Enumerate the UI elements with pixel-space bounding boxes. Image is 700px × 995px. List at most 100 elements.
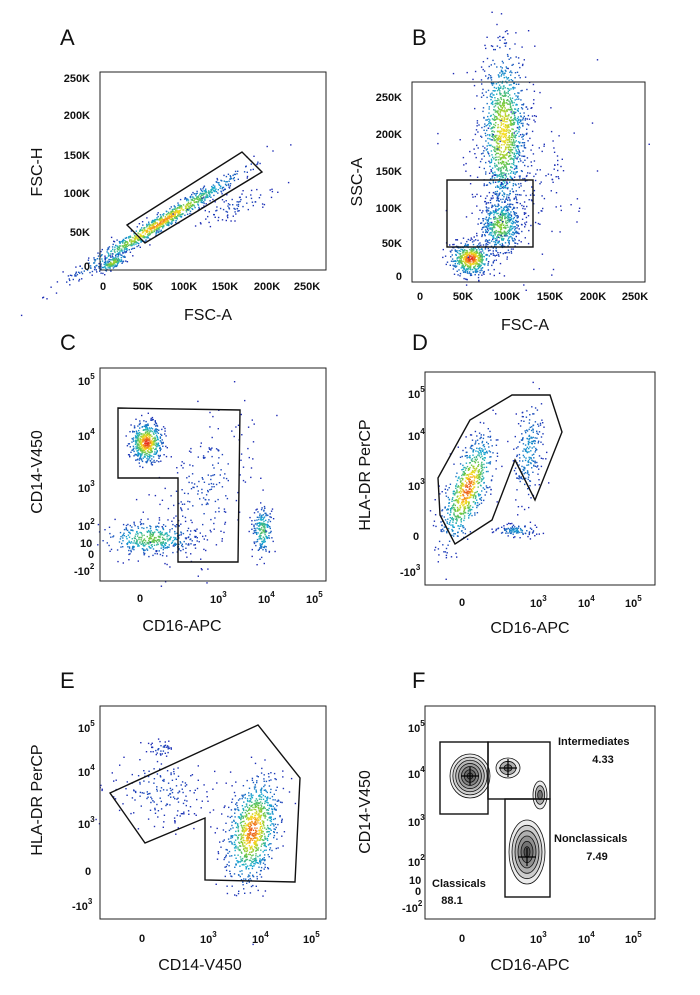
event-dot	[168, 216, 170, 218]
event-dot	[157, 228, 159, 230]
event-dot	[499, 135, 501, 137]
event-dot	[158, 228, 160, 230]
event-dot	[215, 210, 217, 212]
event-dot	[484, 263, 486, 265]
event-dot	[500, 211, 503, 214]
event-dot	[507, 214, 509, 216]
event-dot	[94, 266, 96, 268]
event-dot	[128, 547, 131, 549]
event-dot	[508, 213, 510, 215]
event-dot	[485, 244, 487, 246]
event-dot	[138, 434, 140, 436]
event-dot	[507, 55, 509, 57]
event-dot	[500, 140, 503, 142]
event-dot	[129, 239, 131, 241]
event-dot	[573, 132, 575, 134]
event-dot	[521, 64, 524, 67]
event-dot	[158, 429, 160, 431]
event-dot	[473, 84, 476, 87]
event-dot	[457, 274, 459, 276]
event-dot	[490, 170, 492, 173]
event-dot	[472, 196, 474, 198]
event-dot	[458, 269, 460, 271]
event-dot	[125, 536, 128, 538]
event-dot	[227, 205, 229, 207]
event-dot	[521, 224, 523, 226]
event-dot	[463, 268, 465, 270]
event-dot	[207, 196, 209, 198]
event-dot	[478, 274, 480, 276]
event-dot	[502, 185, 505, 188]
event-dot	[468, 502, 470, 505]
event-dot	[456, 251, 459, 254]
event-dot	[490, 79, 493, 81]
event-dot	[206, 582, 208, 584]
event-dot	[159, 530, 162, 533]
event-dot	[466, 261, 468, 263]
event-dot	[504, 121, 506, 123]
event-dot	[169, 529, 171, 531]
event-dot	[470, 444, 473, 447]
event-dot	[187, 204, 189, 206]
event-dot	[127, 244, 130, 247]
event-dot	[173, 517, 175, 519]
event-dot	[444, 255, 447, 257]
event-dot	[513, 161, 515, 164]
event-dot	[501, 210, 503, 213]
event-dot	[512, 152, 514, 154]
event-dot	[480, 96, 483, 98]
event-dot	[474, 483, 476, 485]
event-dot	[135, 236, 138, 238]
event-dot	[506, 219, 509, 222]
event-dot	[154, 431, 156, 433]
event-dot	[483, 150, 485, 152]
event-dot	[509, 192, 511, 195]
event-dot	[126, 245, 129, 248]
event-dot	[203, 202, 205, 205]
event-dot	[485, 134, 487, 137]
event-dot	[509, 181, 511, 183]
event-dot	[256, 527, 258, 529]
event-dot	[182, 532, 185, 535]
event-dot	[138, 239, 140, 241]
event-dot	[200, 188, 202, 190]
event-dot	[251, 520, 253, 522]
event-dot	[233, 435, 235, 438]
event-dot	[136, 237, 138, 239]
event-dot	[495, 186, 497, 188]
event-dot	[490, 223, 492, 225]
event-dot	[119, 259, 121, 261]
event-dot	[196, 537, 198, 539]
event-dot	[251, 528, 253, 530]
event-dot	[484, 222, 487, 224]
event-dot	[190, 530, 192, 532]
event-dot	[228, 187, 231, 189]
event-dot	[197, 490, 199, 492]
event-dot	[497, 217, 499, 220]
event-dot	[154, 439, 156, 441]
event-dot	[208, 193, 211, 195]
event-dot	[497, 174, 499, 177]
event-dot	[520, 185, 522, 187]
event-dot	[287, 181, 290, 184]
event-dot	[266, 526, 268, 528]
event-dot	[497, 230, 499, 233]
event-dot	[481, 256, 483, 258]
event-dot	[123, 528, 126, 531]
event-dot	[477, 252, 479, 254]
event-dot	[455, 253, 457, 256]
event-dot	[514, 72, 517, 74]
event-dot	[482, 272, 484, 274]
event-dot	[532, 83, 535, 86]
event-dot	[490, 144, 492, 146]
event-dot	[236, 204, 238, 206]
event-dot	[525, 175, 528, 178]
event-dot	[115, 256, 117, 258]
event-dot	[158, 445, 161, 447]
event-dot	[166, 213, 169, 215]
event-dot	[497, 86, 500, 89]
event-dot	[233, 381, 236, 383]
event-dot	[239, 474, 241, 476]
event-dot	[114, 260, 117, 262]
event-dot	[486, 231, 489, 234]
